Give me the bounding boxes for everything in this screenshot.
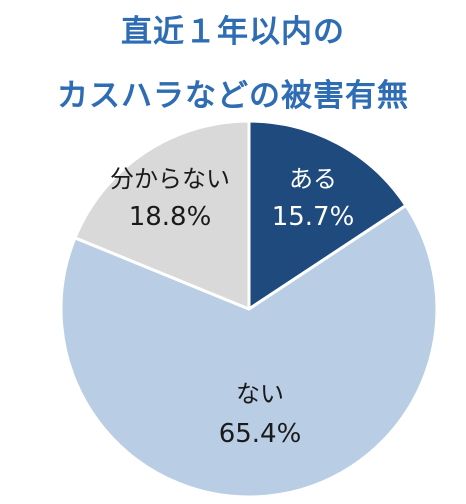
chart-title-line-1: 直近１年以内の	[121, 14, 345, 50]
pie-slice	[247, 119, 408, 311]
chart-title-line-2: カスハラなどの被害有無	[57, 78, 409, 114]
slice-category-label: 分からない	[110, 165, 230, 193]
slice-category-label: ない	[236, 380, 284, 408]
slice-value-label: 18.8%	[129, 202, 212, 232]
slice-category-label: ある	[289, 165, 337, 193]
slice-value-label: 15.7%	[272, 202, 355, 232]
pie-slice	[59, 203, 439, 499]
slice-value-label: 65.4%	[219, 419, 302, 449]
pie-slice	[73, 119, 251, 311]
